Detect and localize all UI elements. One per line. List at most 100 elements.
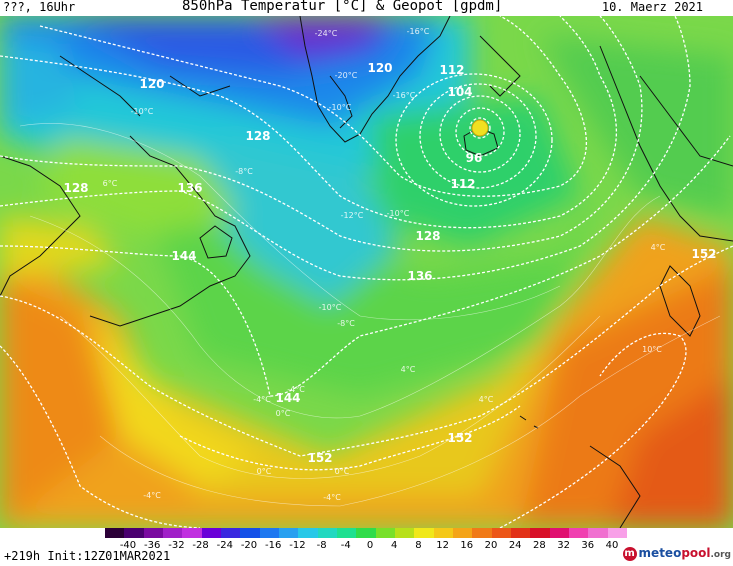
geopotential-label: 112 — [450, 177, 475, 191]
iberia-coast — [589, 445, 641, 528]
geopotential-label: 128 — [63, 181, 88, 195]
isohypse-152b — [179, 405, 521, 471]
scale-swatch — [588, 528, 608, 538]
temperature-field — [0, 16, 733, 528]
canada-coast — [0, 155, 81, 297]
color-scale-labels: -40 -36 -32 -28 -24 -20 -16 -12 -8 -4 0 4 8 12 16 20 24 2… — [0, 540, 733, 552]
scale-tick-label: 28 — [533, 540, 546, 551]
temperature-labels: -24°C -16°C -20°C -16°C -10°C -10°C -8°C -12°C -… — [103, 27, 666, 502]
scale-tick-label: -32 — [168, 540, 185, 551]
temperature-label: 0°C — [257, 467, 272, 476]
temperature-label: 4°C — [401, 365, 416, 374]
scale-swatch — [220, 528, 241, 538]
isohypse-100 — [439, 95, 521, 173]
geopotential-label: 112 — [439, 63, 464, 77]
temperature-label: -16°C — [393, 91, 416, 100]
norway-coast — [599, 45, 733, 242]
scale-tick-label: -36 — [144, 540, 161, 551]
scale-tick-label: 16 — [460, 540, 474, 551]
scale-swatch — [143, 528, 163, 538]
scale-tick-label: -8 — [316, 540, 327, 551]
isohypse-128 — [0, 16, 643, 252]
temperature-label: -24°C — [315, 29, 338, 38]
header-bar: ???, 16Uhr 850hPa Temperatur [°C] & Geop… — [0, 0, 733, 16]
scale-swatch — [607, 528, 627, 538]
temperature-label: 4°C — [651, 243, 666, 252]
scale-swatch — [394, 528, 415, 538]
scale-swatch — [452, 528, 473, 538]
temperature-label: -8°C — [235, 167, 253, 176]
isohypse-144 — [0, 135, 731, 397]
isohypse-120 — [0, 16, 618, 229]
scale-tick-label: -28 — [192, 540, 209, 551]
scale-swatch — [201, 528, 221, 538]
scale-swatch — [375, 528, 395, 538]
scale-tick-label: 8 — [415, 540, 422, 551]
logo-tld-text: .org — [710, 550, 731, 560]
isohypse-096 — [455, 107, 505, 157]
temperature-label: 6°C — [103, 179, 118, 188]
geopotential-label: 144 — [171, 249, 196, 263]
geopotential-label: 120 — [367, 61, 392, 75]
temperature-label: -20°C — [335, 71, 358, 80]
scale-tick-label: -4 — [340, 540, 351, 551]
scale-swatch — [240, 528, 260, 538]
temperature-map: 120 120 112 104 96 128 112 128 136 144 136 128 152 14… — [0, 16, 733, 528]
scale-swatch — [124, 528, 144, 538]
geopotential-label: 152 — [447, 431, 472, 445]
britain-coast — [659, 265, 701, 337]
map-title: 850hPa Temperatur [°C] & Geopot [gpdm] — [182, 0, 503, 14]
scale-tick-label: -40 — [119, 540, 137, 551]
isohypse-160b — [499, 332, 687, 528]
temperature-label: 4°C — [479, 395, 494, 404]
scale-swatch — [472, 528, 492, 538]
geopotential-label: 104 — [447, 85, 472, 99]
scale-tick-label: 20 — [484, 540, 498, 551]
temperature-label: -4°C — [253, 395, 271, 404]
geopotential-label: 96 — [466, 151, 483, 165]
scale-swatch — [162, 528, 183, 538]
low-center-ring — [469, 117, 491, 139]
scale-swatch — [568, 528, 589, 538]
scale-swatch — [298, 528, 318, 538]
scale-tick-label: 24 — [508, 540, 522, 551]
temperature-label: -10°C — [329, 103, 352, 112]
temperature-label: -4°C — [143, 491, 161, 500]
scandinavia-inner — [639, 75, 733, 167]
scale-tick-label: 40 — [605, 540, 619, 551]
temperature-label: -4°C — [287, 385, 305, 394]
temperature-label: 0°C — [276, 409, 291, 418]
temperature-label: -4°C — [323, 493, 341, 502]
meteopool-logo-link[interactable]: m meteopool.org — [622, 546, 731, 561]
logo-pool-text: pool — [681, 546, 711, 560]
scale-swatch — [105, 528, 125, 538]
temperature-label: -16°C — [407, 27, 430, 36]
isohypse-160 — [0, 345, 201, 528]
temperature-label: -12°C — [341, 211, 364, 220]
scale-swatch — [336, 528, 357, 538]
temperature-label: -10°C — [131, 107, 154, 116]
geopotential-label: 144 — [275, 391, 300, 405]
valid-time-label: ???, 16Uhr — [3, 0, 76, 14]
temperature-label: -10°C — [319, 303, 342, 312]
scale-tick-label: -24 — [216, 540, 233, 551]
svalbard — [479, 35, 521, 97]
temperature-color-scale — [105, 528, 627, 538]
geopotential-isohypses — [0, 16, 733, 528]
scale-swatch — [510, 528, 531, 538]
greenland-coast — [299, 16, 451, 143]
logo-brand-text: meteo — [638, 546, 682, 560]
isohypse-136 — [0, 16, 691, 281]
scale-tick-label: 12 — [436, 540, 449, 551]
geopotential-labels: 120 120 112 104 96 128 112 128 136 144 136 128 152 14… — [63, 61, 716, 465]
geopotential-label: 128 — [245, 129, 270, 143]
scale-swatch — [530, 528, 550, 538]
scale-swatch — [549, 528, 569, 538]
temperature-label: -10°C — [387, 209, 410, 218]
scale-swatch — [259, 528, 279, 538]
isohypse-152 — [0, 245, 733, 457]
temperature-isotherms — [19, 123, 721, 507]
scale-tick-label: -20 — [240, 540, 258, 551]
geopotential-label: 128 — [415, 229, 440, 243]
scale-tick-label: 36 — [581, 540, 595, 551]
